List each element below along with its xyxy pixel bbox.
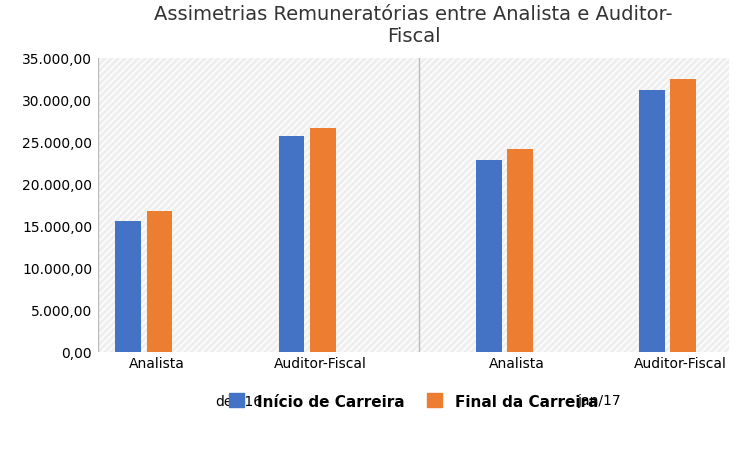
Bar	[476, 161, 502, 352]
Legend: Início de Carreira, Final da Carreira: Início de Carreira, Final da Carreira	[229, 394, 598, 409]
Bar	[279, 137, 305, 352]
Bar	[507, 150, 533, 352]
Bar	[639, 91, 665, 352]
Text: dez/16: dez/16	[215, 393, 262, 407]
Bar	[671, 79, 696, 352]
Bar	[279, 137, 305, 352]
Bar	[507, 150, 533, 352]
Bar	[476, 161, 502, 352]
Bar	[147, 211, 172, 352]
Bar	[310, 129, 335, 352]
Bar	[671, 79, 696, 352]
Bar	[147, 211, 172, 352]
Bar	[310, 129, 335, 352]
Bar	[115, 221, 141, 352]
Text: jan/17: jan/17	[577, 393, 620, 407]
Bar	[115, 221, 141, 352]
Bar	[639, 91, 665, 352]
Title: Assimetrias Remuneratórias entre Analista e Auditor-
Fiscal: Assimetrias Remuneratórias entre Analist…	[154, 5, 673, 46]
